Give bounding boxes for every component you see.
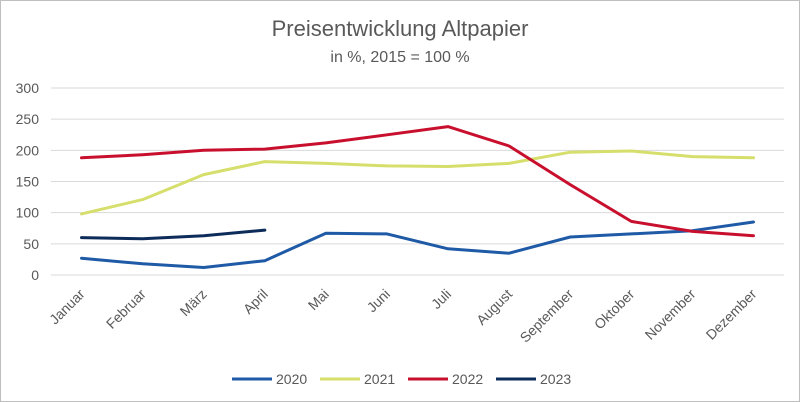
legend: 2020 2021 2022 2023 [232, 371, 571, 387]
y-tick-label: 200 [16, 142, 40, 158]
x-tick-label: Dezember [703, 286, 760, 343]
grid-lines [51, 87, 784, 276]
x-tick-label: Februar [103, 286, 149, 332]
legend-label: 2023 [540, 371, 571, 387]
y-tick-label: 50 [23, 236, 39, 252]
legend-label: 2020 [276, 371, 307, 387]
x-tick-label: Juli [428, 286, 454, 312]
y-tick-label: 100 [16, 205, 40, 221]
x-tick-label: November [642, 286, 699, 343]
x-tick-label: August [473, 286, 515, 328]
chart-subtitle: in %, 2015 = 100 % [330, 49, 469, 66]
x-tick-label: Oktober [591, 286, 638, 333]
chart-title: Preisentwicklung Altpapier [272, 16, 529, 41]
y-tick-label: 150 [16, 174, 40, 190]
legend-label: 2022 [452, 371, 483, 387]
series-line-2020 [80, 220, 755, 269]
series-line-2021 [80, 149, 755, 216]
x-tick-label: Juni [364, 286, 393, 315]
x-tick-label: September [517, 286, 577, 346]
y-axis-ticks: 0 50 100 150 200 250 300 [16, 80, 40, 283]
y-tick-label: 250 [16, 111, 40, 127]
x-tick-label: Mai [305, 286, 332, 313]
x-tick-label: März [177, 286, 210, 319]
x-tick-label: Januar [46, 286, 88, 328]
y-tick-label: 0 [31, 267, 39, 283]
series-line-2022 [80, 125, 755, 238]
x-tick-label: April [240, 286, 271, 317]
y-tick-label: 300 [16, 80, 40, 96]
series-line-2023 [80, 228, 267, 241]
series-lines [80, 125, 755, 269]
legend-label: 2021 [364, 371, 395, 387]
x-axis-ticks: Januar Februar März April Mai Juni Juli August S… [46, 286, 760, 346]
